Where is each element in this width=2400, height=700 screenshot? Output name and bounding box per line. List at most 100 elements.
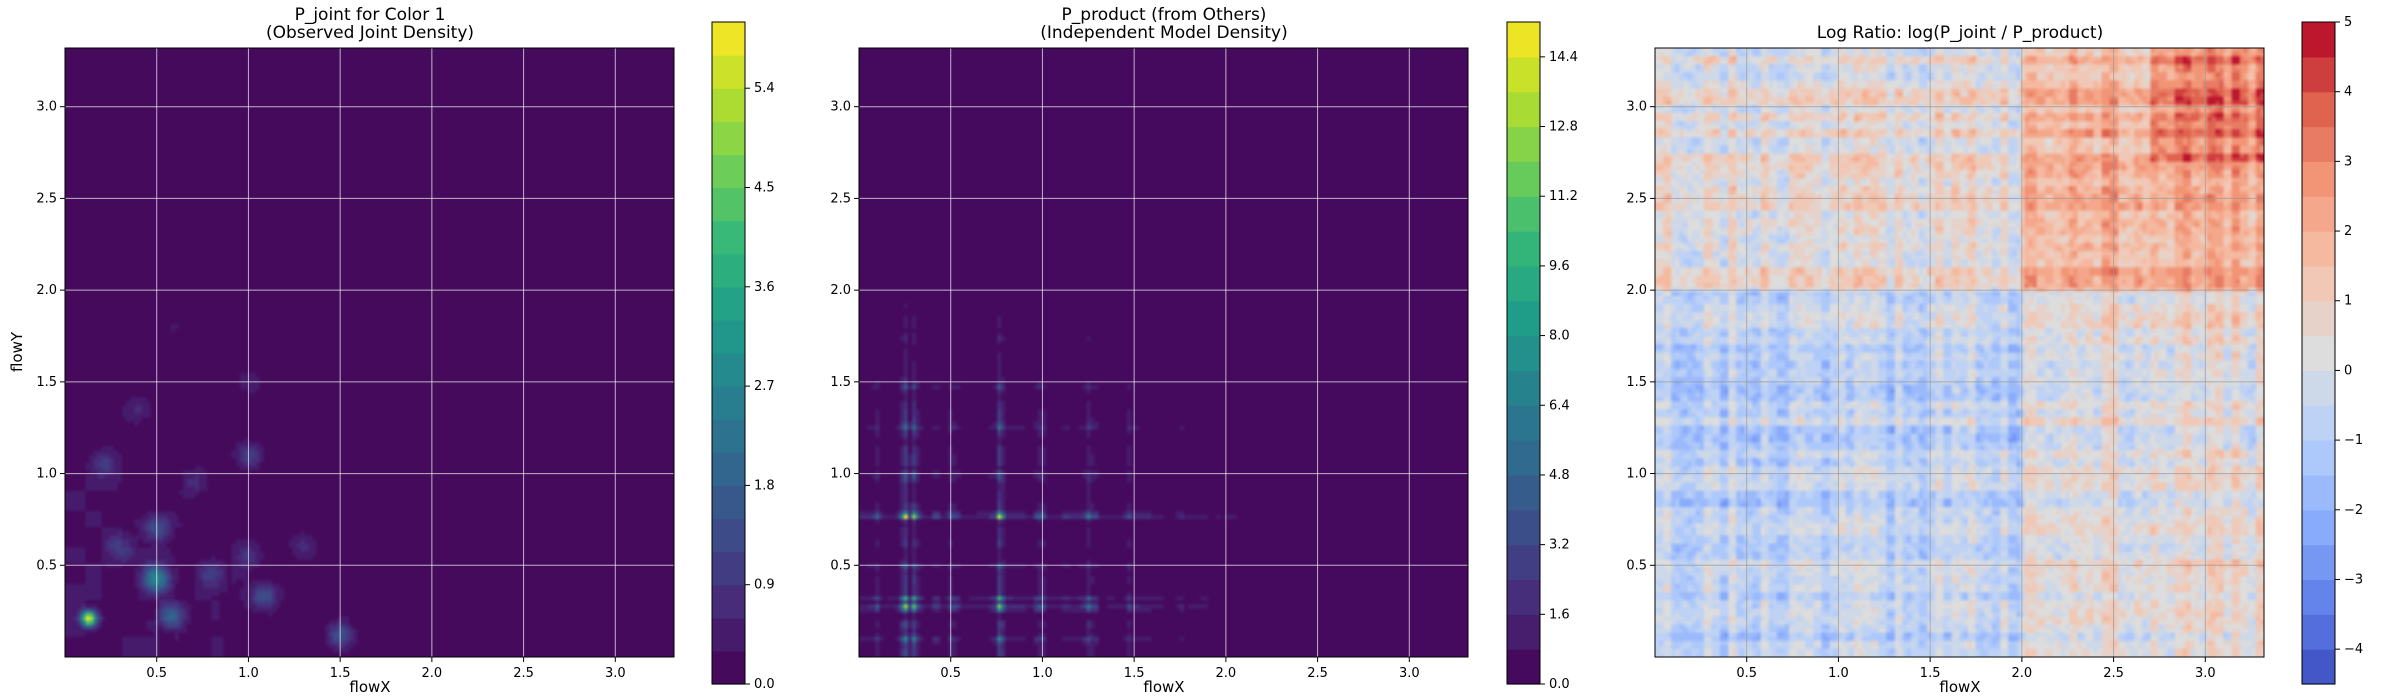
colorbar-level xyxy=(1507,196,1540,232)
joint-density-panel: P_joint for Color 1 (Observed Joint Dens… xyxy=(8,5,775,696)
colorbar-level xyxy=(1507,474,1540,511)
colorbar-level xyxy=(712,584,745,619)
colorbar-level xyxy=(2302,126,2335,162)
colorbar-tick-label: 0 xyxy=(2344,363,2352,378)
plot-area xyxy=(65,48,674,657)
colorbar-level xyxy=(712,551,745,586)
heatmap-image xyxy=(1655,48,2264,657)
y-tick-label: 2.0 xyxy=(830,283,851,298)
plot-area xyxy=(1655,48,2264,657)
colorbar-level xyxy=(712,154,745,189)
colorbar-level xyxy=(2302,405,2335,441)
colorbar-tick-label: 4 xyxy=(2344,85,2352,100)
colorbar-level xyxy=(712,485,745,520)
colorbar-level xyxy=(712,452,745,486)
y-tick-label: 0.5 xyxy=(830,558,851,573)
colorbar-level xyxy=(1507,300,1540,337)
colorbar-tick-label: 1 xyxy=(2344,294,2352,309)
y-tick-label: 1.0 xyxy=(830,467,851,482)
colorbar-level xyxy=(712,88,745,122)
colorbar-level xyxy=(712,386,745,420)
colorbar-tick-label: 4.5 xyxy=(754,181,775,196)
colorbar-level xyxy=(1507,231,1540,267)
colorbar-frame xyxy=(2301,21,2336,685)
colorbar-level xyxy=(2302,196,2335,232)
x-tick-label: 3.0 xyxy=(2195,666,2216,681)
colorbar-level xyxy=(2302,22,2335,58)
x-tick-label: 1.5 xyxy=(330,666,351,681)
colorbar-level xyxy=(1507,161,1540,197)
colorbar-level xyxy=(1507,22,1540,58)
y-tick-label: 1.5 xyxy=(830,375,851,390)
x-ticks: 0.5 1.0 1.5 2.0 2.5 3.0 xyxy=(1736,657,2216,681)
colorbar-level xyxy=(2302,474,2335,511)
colorbar-tick-label: −2 xyxy=(2344,503,2363,518)
colorbar-level xyxy=(712,286,745,321)
colorbar-tick-label: 2 xyxy=(2344,224,2352,239)
gridlines xyxy=(859,48,1468,657)
y-tick-label: 3.0 xyxy=(36,100,57,115)
colorbar-level xyxy=(1507,440,1540,476)
y-ticks: 0.5 1.0 1.5 2.0 2.5 3.0 xyxy=(1626,100,1655,573)
y-tick-label: 3.0 xyxy=(830,100,851,115)
colorbar-level xyxy=(2302,265,2335,302)
colorbar-tick-label: 11.2 xyxy=(1549,189,1578,204)
colorbar xyxy=(1507,22,1540,685)
colorbar-level xyxy=(2302,300,2335,337)
colorbar-ticks: −4 −3 −2 −1 0 1 2 3 4 5 xyxy=(2335,15,2363,657)
x-tick-label: 1.0 xyxy=(1032,666,1053,681)
y-tick-label: 2.5 xyxy=(830,191,851,206)
colorbar-tick-label: 5.4 xyxy=(754,81,775,96)
colorbar-tick-label: 1.6 xyxy=(1549,607,1570,622)
y-tick-label: 2.0 xyxy=(1626,283,1647,298)
log-ratio-panel: Log Ratio: log(P_joint / P_product) 0.5 1… xyxy=(1626,15,2363,696)
plot-area xyxy=(859,48,1468,657)
x-tick-label: 2.0 xyxy=(1216,666,1237,681)
colorbar-tick-label: 3.6 xyxy=(754,280,775,295)
y-tick-label: 3.0 xyxy=(1626,100,1647,115)
x-tick-label: 0.5 xyxy=(940,666,961,681)
colorbar-tick-label: 3.2 xyxy=(1549,538,1570,553)
plot-frame xyxy=(1654,47,2265,658)
colorbar-level xyxy=(2302,161,2335,197)
colorbar xyxy=(712,22,745,685)
colorbar-tick-label: 3 xyxy=(2344,154,2352,169)
colorbar-level xyxy=(712,121,745,155)
y-tick-label: 2.5 xyxy=(36,191,57,206)
colorbar-ticks: 0.0 0.9 1.8 2.7 3.6 4.5 5.4 xyxy=(745,81,775,692)
heatmap-image xyxy=(65,48,674,657)
colorbar-tick-label: 2.7 xyxy=(754,379,775,394)
colorbar-level xyxy=(1507,509,1540,546)
colorbar-level xyxy=(2302,91,2335,128)
colorbar-level xyxy=(1507,544,1540,581)
colorbar-level xyxy=(1507,579,1540,615)
x-tick-label: 3.0 xyxy=(605,666,626,681)
x-tick-label: 2.0 xyxy=(422,666,443,681)
colorbar xyxy=(2302,22,2335,685)
x-tick-label: 0.5 xyxy=(1736,666,1757,681)
colorbar-level xyxy=(1507,614,1540,650)
colorbar-tick-label: 8.0 xyxy=(1549,329,1570,344)
colorbar-level xyxy=(2302,440,2335,476)
x-axis-label: flowX xyxy=(1939,678,1980,696)
colorbar-level xyxy=(2302,231,2335,267)
colorbar-level xyxy=(1507,405,1540,441)
colorbar-level xyxy=(2302,56,2335,93)
y-tick-label: 0.5 xyxy=(36,558,57,573)
colorbar-tick-label: 0.0 xyxy=(754,677,775,692)
plot-frame xyxy=(64,47,675,658)
colorbar-level xyxy=(712,319,745,354)
colorbar-level xyxy=(2302,509,2335,546)
chart-title: P_joint for Color 1 xyxy=(295,5,446,25)
colorbar-frame xyxy=(711,21,746,685)
x-tick-label: 2.5 xyxy=(513,666,534,681)
y-tick-label: 2.5 xyxy=(1626,191,1647,206)
heatmap-image xyxy=(859,48,1468,657)
colorbar-level xyxy=(712,55,745,89)
x-tick-label: 3.0 xyxy=(1399,666,1420,681)
x-tick-label: 2.0 xyxy=(2012,666,2033,681)
colorbar-level xyxy=(712,419,745,453)
x-axis-label: flowX xyxy=(349,678,390,696)
colorbar-level xyxy=(712,22,745,56)
